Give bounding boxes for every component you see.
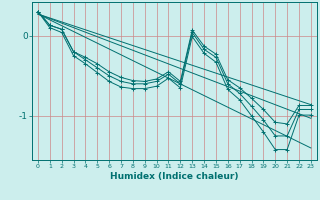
X-axis label: Humidex (Indice chaleur): Humidex (Indice chaleur) bbox=[110, 172, 239, 181]
